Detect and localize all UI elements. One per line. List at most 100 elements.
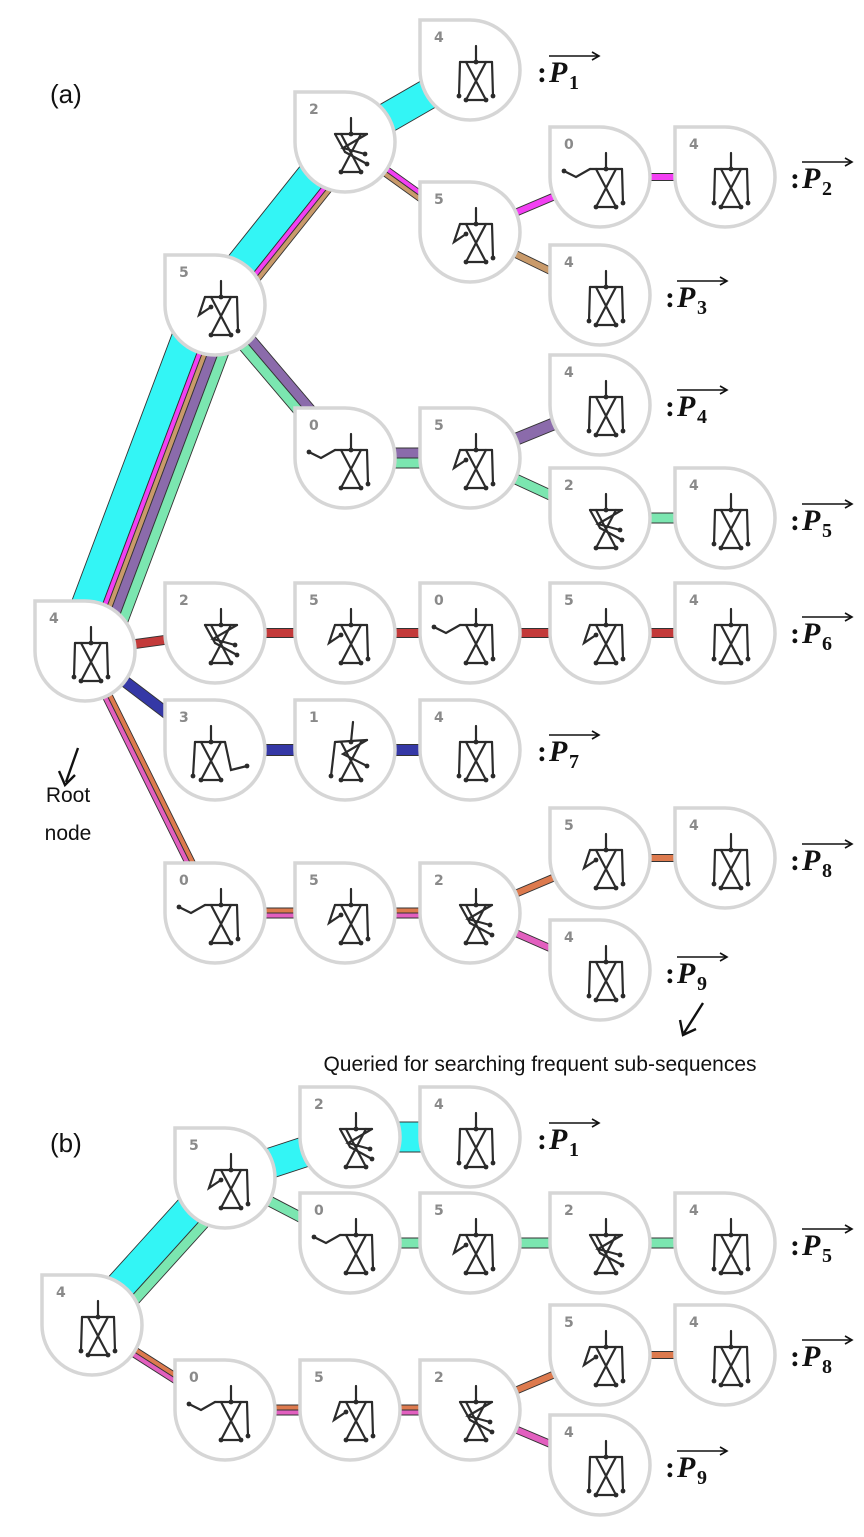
path-label-colon: : xyxy=(790,1340,800,1373)
vector-arrowhead-icon xyxy=(844,157,854,167)
stick-figure-icon xyxy=(561,151,626,210)
stick-figure-icon xyxy=(328,720,370,783)
path-label-subscript: 5 xyxy=(822,520,832,542)
pose-node-arm-extended[interactable]: 0 xyxy=(548,125,652,229)
node-count-label: 5 xyxy=(314,1370,324,1386)
pose-node-arm-extended[interactable]: 0 xyxy=(418,581,522,685)
pose-node-arm-bent[interactable]: 5 xyxy=(548,581,652,685)
pose-node-arm-bent[interactable]: 5 xyxy=(298,1358,402,1462)
pose-node-arm-bent[interactable]: 5 xyxy=(163,253,267,357)
pose-node-arm-extended[interactable]: 0 xyxy=(298,1191,402,1295)
path-label-colon: : xyxy=(537,56,547,89)
path-label-subscript: 2 xyxy=(822,178,832,200)
vector-arrowhead-icon xyxy=(844,839,854,849)
path-label-colon: : xyxy=(665,390,675,423)
pose-node-arm-bent[interactable]: 5 xyxy=(418,406,522,510)
pose-node-standing[interactable]: 4 xyxy=(418,1085,522,1189)
path-label-letter: P xyxy=(801,1340,821,1373)
path-label-subscript: 8 xyxy=(822,860,832,882)
node-count-label: 0 xyxy=(314,1203,324,1219)
stick-figure-icon xyxy=(586,379,626,438)
stick-figure-icon xyxy=(326,887,371,946)
pose-node-standing[interactable]: 4 xyxy=(673,1191,777,1295)
node-count-label: 4 xyxy=(689,818,699,834)
pose-node-arm-extended[interactable]: 0 xyxy=(163,861,267,965)
vector-arrowhead-icon xyxy=(844,499,854,509)
node-count-label: 4 xyxy=(689,137,699,153)
edge-a_root-a_5 xyxy=(56,293,244,663)
path-label-colon: : xyxy=(537,1123,547,1156)
pose-node-arms-crossed[interactable]: 2 xyxy=(418,1358,522,1462)
panel-b-label: (b) xyxy=(50,1128,82,1158)
path-label-colon: : xyxy=(790,617,800,650)
pose-node-arms-crossed[interactable]: 2 xyxy=(293,90,397,194)
pose-node-standing[interactable]: 4 xyxy=(673,1303,777,1407)
node-count-label: 2 xyxy=(314,1097,324,1113)
pose-node-standing[interactable]: 4 xyxy=(418,18,522,122)
path-label-colon: : xyxy=(790,1229,800,1262)
pose-node-arms-crossed[interactable]: 2 xyxy=(418,861,522,965)
pose-node-arm-bent[interactable]: 5 xyxy=(548,1303,652,1407)
path-label-subscript: 9 xyxy=(697,1467,707,1489)
query-annotation: Queried for searching frequent sub-seque… xyxy=(323,1002,757,1076)
stick-figure-icon xyxy=(431,607,496,666)
pose-node-arms-crossed[interactable]: 2 xyxy=(548,1191,652,1295)
path-labels-layer: : P 1: P 2: P 3: P 4: P 5: P 6: P 7: P 8: P 9: P 1: P 5: P 8: P 9 xyxy=(537,51,854,1489)
node-count-label: 5 xyxy=(564,593,574,609)
node-count-label: 4 xyxy=(689,478,699,494)
path-label-colon: : xyxy=(790,162,800,195)
pose-node-arm-extended[interactable]: 0 xyxy=(293,406,397,510)
node-count-label: 5 xyxy=(189,1138,199,1154)
pose-node-standing[interactable]: 4 xyxy=(418,698,522,802)
pose-node-arm-extended[interactable]: 0 xyxy=(173,1358,277,1462)
pose-node-standing[interactable]: 4 xyxy=(548,918,652,1022)
stick-figure-icon xyxy=(203,607,240,666)
pose-node-arm-raised-right[interactable]: 3 xyxy=(163,698,267,802)
node-count-label: 5 xyxy=(434,1203,444,1219)
pose-node-arms-crossed[interactable]: 2 xyxy=(298,1085,402,1189)
pose-node-arm-bent[interactable]: 5 xyxy=(548,806,652,910)
stick-figure-icon xyxy=(581,1329,626,1388)
pose-node-standing[interactable]: 4 xyxy=(548,353,652,457)
node-count-label: 4 xyxy=(689,1203,699,1219)
path-label-colon: : xyxy=(665,1451,675,1484)
vector-arrowhead-icon xyxy=(591,51,601,61)
pose-node-standing[interactable]: 4 xyxy=(548,1413,652,1517)
pose-node-arm-bent[interactable]: 5 xyxy=(418,180,522,284)
stick-figure-icon xyxy=(186,1384,251,1443)
node-count-label: 4 xyxy=(49,611,59,627)
pose-node-arm-bent[interactable]: 5 xyxy=(173,1126,277,1230)
node-count-label: 4 xyxy=(56,1285,66,1301)
stick-figure-icon xyxy=(588,492,625,551)
vector-arrowhead-icon xyxy=(719,385,729,395)
node-count-label: 4 xyxy=(564,1425,574,1441)
pose-node-standing[interactable]: 4 xyxy=(548,243,652,347)
vector-arrowhead-icon xyxy=(844,1224,854,1234)
pose-node-arms-crossed[interactable]: 2 xyxy=(163,581,267,685)
stick-figure-icon xyxy=(586,1439,626,1498)
node-count-label: 3 xyxy=(179,710,189,726)
path-label-colon: : xyxy=(790,844,800,877)
stick-figure-icon xyxy=(586,269,626,328)
pose-node-standing[interactable]: 4 xyxy=(673,466,777,570)
pose-node-standing[interactable]: 4 xyxy=(33,599,137,703)
pose-node-standing[interactable]: 4 xyxy=(673,125,777,229)
pose-node-arm-bent[interactable]: 5 xyxy=(293,861,397,965)
path-label-letter: P xyxy=(676,281,696,314)
pose-node-arm-bent[interactable]: 5 xyxy=(293,581,397,685)
pose-node-arms-crossed[interactable]: 2 xyxy=(548,466,652,570)
pose-node-arm-bent[interactable]: 5 xyxy=(418,1191,522,1295)
pose-node-standing[interactable]: 4 xyxy=(673,806,777,910)
pose-node-standing[interactable]: 4 xyxy=(40,1273,144,1377)
pose-node-arms-crossed-left[interactable]: 1 xyxy=(293,698,397,802)
vector-arrowhead-icon xyxy=(844,612,854,622)
pose-node-standing[interactable]: 4 xyxy=(673,581,777,685)
node-count-label: 2 xyxy=(564,1203,574,1219)
path-label-letter: P xyxy=(801,844,821,877)
